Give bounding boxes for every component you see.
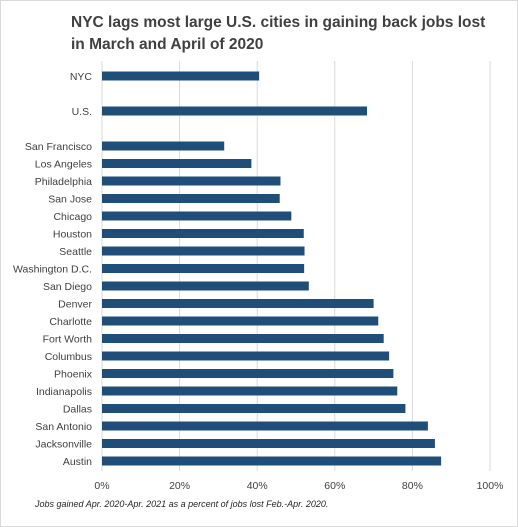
bar bbox=[102, 351, 390, 361]
x-tick-label: 40% bbox=[247, 480, 268, 492]
bar bbox=[102, 106, 368, 116]
category-label: Phoenix bbox=[54, 368, 93, 380]
category-label: U.S. bbox=[72, 106, 92, 118]
category-label: NYC bbox=[70, 71, 93, 83]
bar bbox=[102, 229, 304, 238]
bar bbox=[102, 421, 428, 431]
category-label: Denver bbox=[58, 298, 92, 310]
bar bbox=[102, 281, 309, 291]
bar bbox=[102, 316, 379, 326]
category-label: Philadelphia bbox=[35, 176, 92, 188]
category-label: San Antonio bbox=[35, 421, 92, 433]
x-tick-label: 0% bbox=[94, 480, 109, 492]
category-label: Houston bbox=[53, 228, 92, 240]
category-label: Washington D.C. bbox=[13, 263, 92, 275]
category-label: San Francisco bbox=[25, 141, 92, 153]
bar bbox=[102, 264, 305, 273]
category-label: Charlotte bbox=[49, 316, 92, 328]
bar bbox=[102, 369, 394, 378]
bar bbox=[102, 141, 225, 151]
category-label: San Diego bbox=[43, 281, 92, 293]
category-label: San Jose bbox=[48, 193, 92, 205]
category-label: Seattle bbox=[59, 246, 92, 258]
x-tick-label: 60% bbox=[324, 480, 345, 492]
category-label: Columbus bbox=[45, 351, 92, 363]
x-tick-label: 80% bbox=[402, 480, 423, 492]
category-label: Dallas bbox=[63, 403, 92, 415]
category-label: Los Angeles bbox=[35, 158, 92, 170]
bar bbox=[102, 299, 374, 308]
bar bbox=[102, 334, 384, 343]
bar bbox=[102, 386, 398, 396]
bar bbox=[102, 194, 280, 203]
category-label: Austin bbox=[63, 456, 92, 468]
bar bbox=[102, 439, 435, 448]
chart-footnote: Jobs gained Apr. 2020-Apr. 2021 as a per… bbox=[35, 499, 329, 509]
bar bbox=[102, 159, 252, 168]
bar bbox=[102, 246, 305, 256]
bar bbox=[102, 211, 292, 221]
x-tick-label: 20% bbox=[169, 480, 190, 492]
bar bbox=[102, 404, 406, 413]
category-label: Chicago bbox=[53, 211, 92, 223]
bar bbox=[102, 71, 260, 81]
category-label: Jacksonville bbox=[35, 438, 92, 450]
chart-title: NYC lags most large U.S. cities in gaini… bbox=[71, 14, 486, 53]
bar bbox=[102, 176, 281, 186]
x-tick-label: 100% bbox=[477, 480, 504, 492]
bar bbox=[102, 456, 442, 466]
category-label: Indianapolis bbox=[36, 386, 92, 398]
category-label: Fort Worth bbox=[43, 333, 93, 345]
